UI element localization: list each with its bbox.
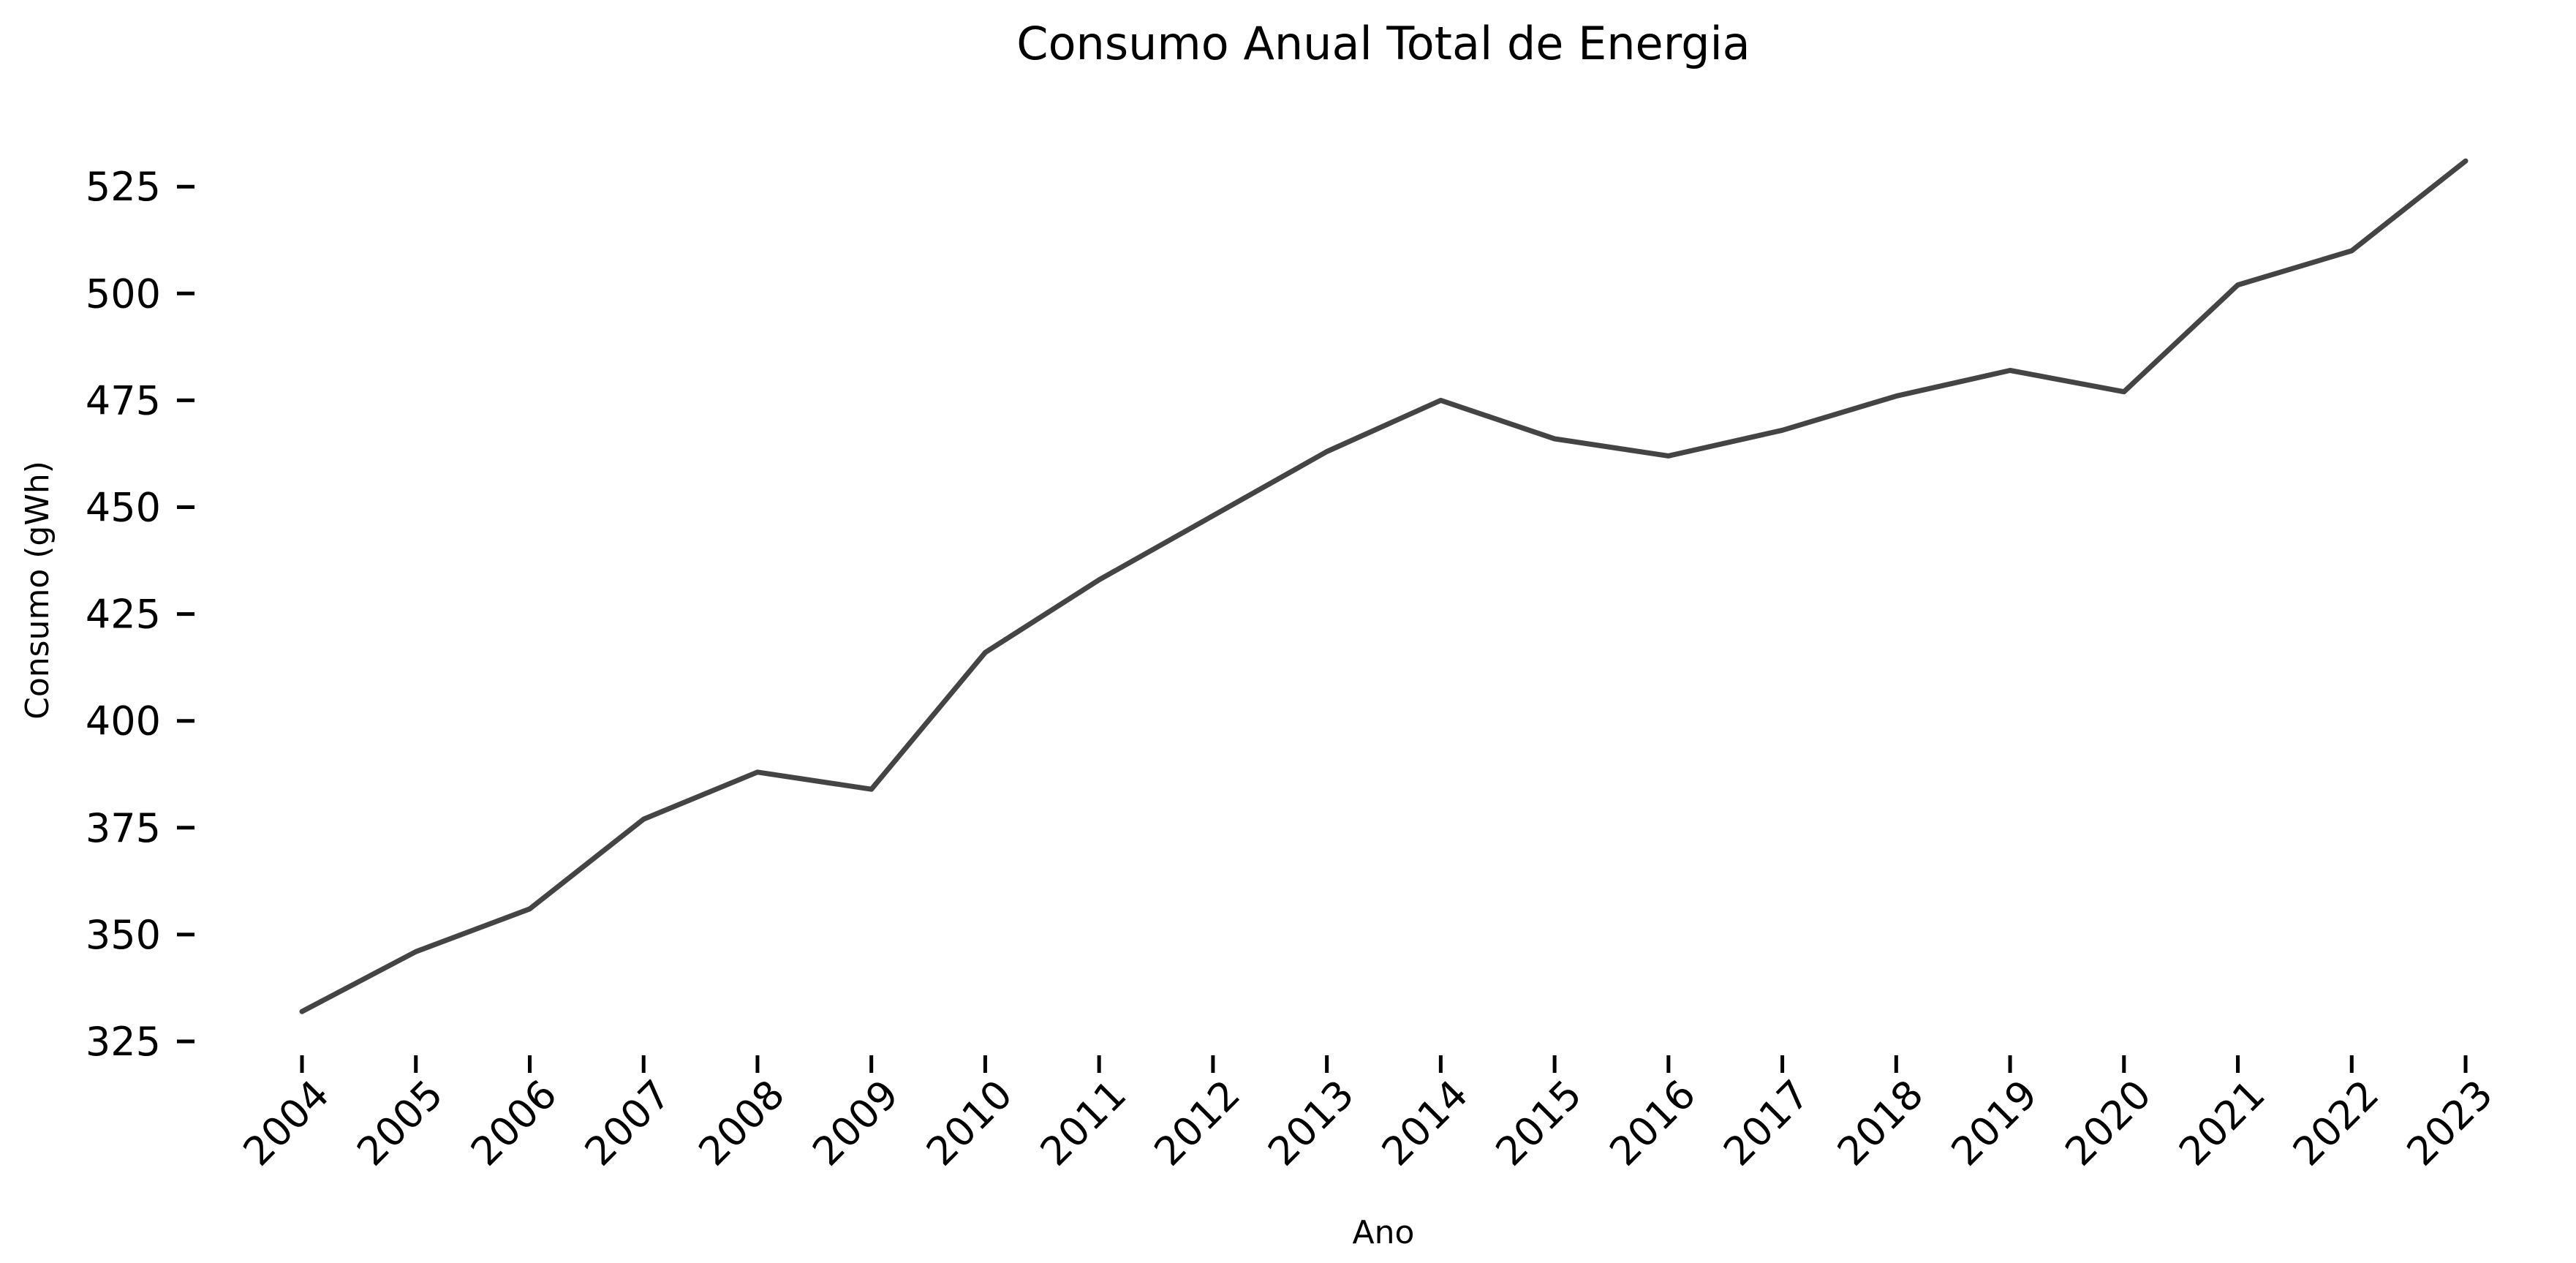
y-tick-label: 525: [86, 164, 161, 210]
x-tick-label: 2007: [576, 1071, 680, 1175]
x-tick-label: 2010: [918, 1071, 1021, 1175]
y-tick-label: 375: [86, 805, 161, 851]
x-tick-label: 2006: [462, 1071, 566, 1175]
y-tick-label: 475: [86, 377, 161, 423]
x-tick-label: 2021: [2170, 1071, 2274, 1175]
x-tick-label: 2005: [348, 1071, 452, 1175]
x-tick-label: 2018: [1829, 1071, 1933, 1175]
y-axis-label: Consumo (gWh): [19, 461, 56, 720]
x-tick-label: 2019: [1943, 1071, 2047, 1175]
x-tick-label: 2008: [690, 1071, 793, 1175]
y-tick-label: 450: [86, 485, 161, 531]
x-tick-label: 2013: [1259, 1071, 1363, 1175]
y-axis: 325 350 375 400 425 450 475 500 525: [86, 164, 194, 1065]
y-tick-label: 400: [86, 698, 161, 744]
y-tick-label: 500: [86, 271, 161, 317]
x-tick-label: 2011: [1032, 1071, 1136, 1175]
x-tick-label: 2017: [1715, 1071, 1818, 1175]
x-tick-label: 2014: [1373, 1071, 1477, 1175]
y-tick-label: 325: [86, 1019, 161, 1065]
series-line: [299, 158, 2469, 1014]
x-axis-label: Ano: [1353, 1214, 1415, 1251]
y-tick-label: 425: [86, 592, 161, 638]
x-tick-label: 2012: [1145, 1071, 1249, 1175]
x-tick-label: 2009: [804, 1071, 907, 1175]
x-tick-label: 2022: [2284, 1071, 2388, 1175]
y-tick-label: 350: [86, 912, 161, 958]
x-axis: 2004 2005 2006 2007 2008 2009 2010 2011 2012 2013…: [234, 1055, 2501, 1175]
x-tick-label: 2020: [2056, 1071, 2160, 1175]
chart-title: Consumo Anual Total de Energia: [1016, 17, 1750, 70]
x-tick-label: 2004: [234, 1071, 338, 1175]
x-tick-label: 2015: [1487, 1071, 1591, 1175]
x-tick-label: 2023: [2398, 1071, 2501, 1175]
x-tick-label: 2016: [1601, 1071, 1704, 1175]
